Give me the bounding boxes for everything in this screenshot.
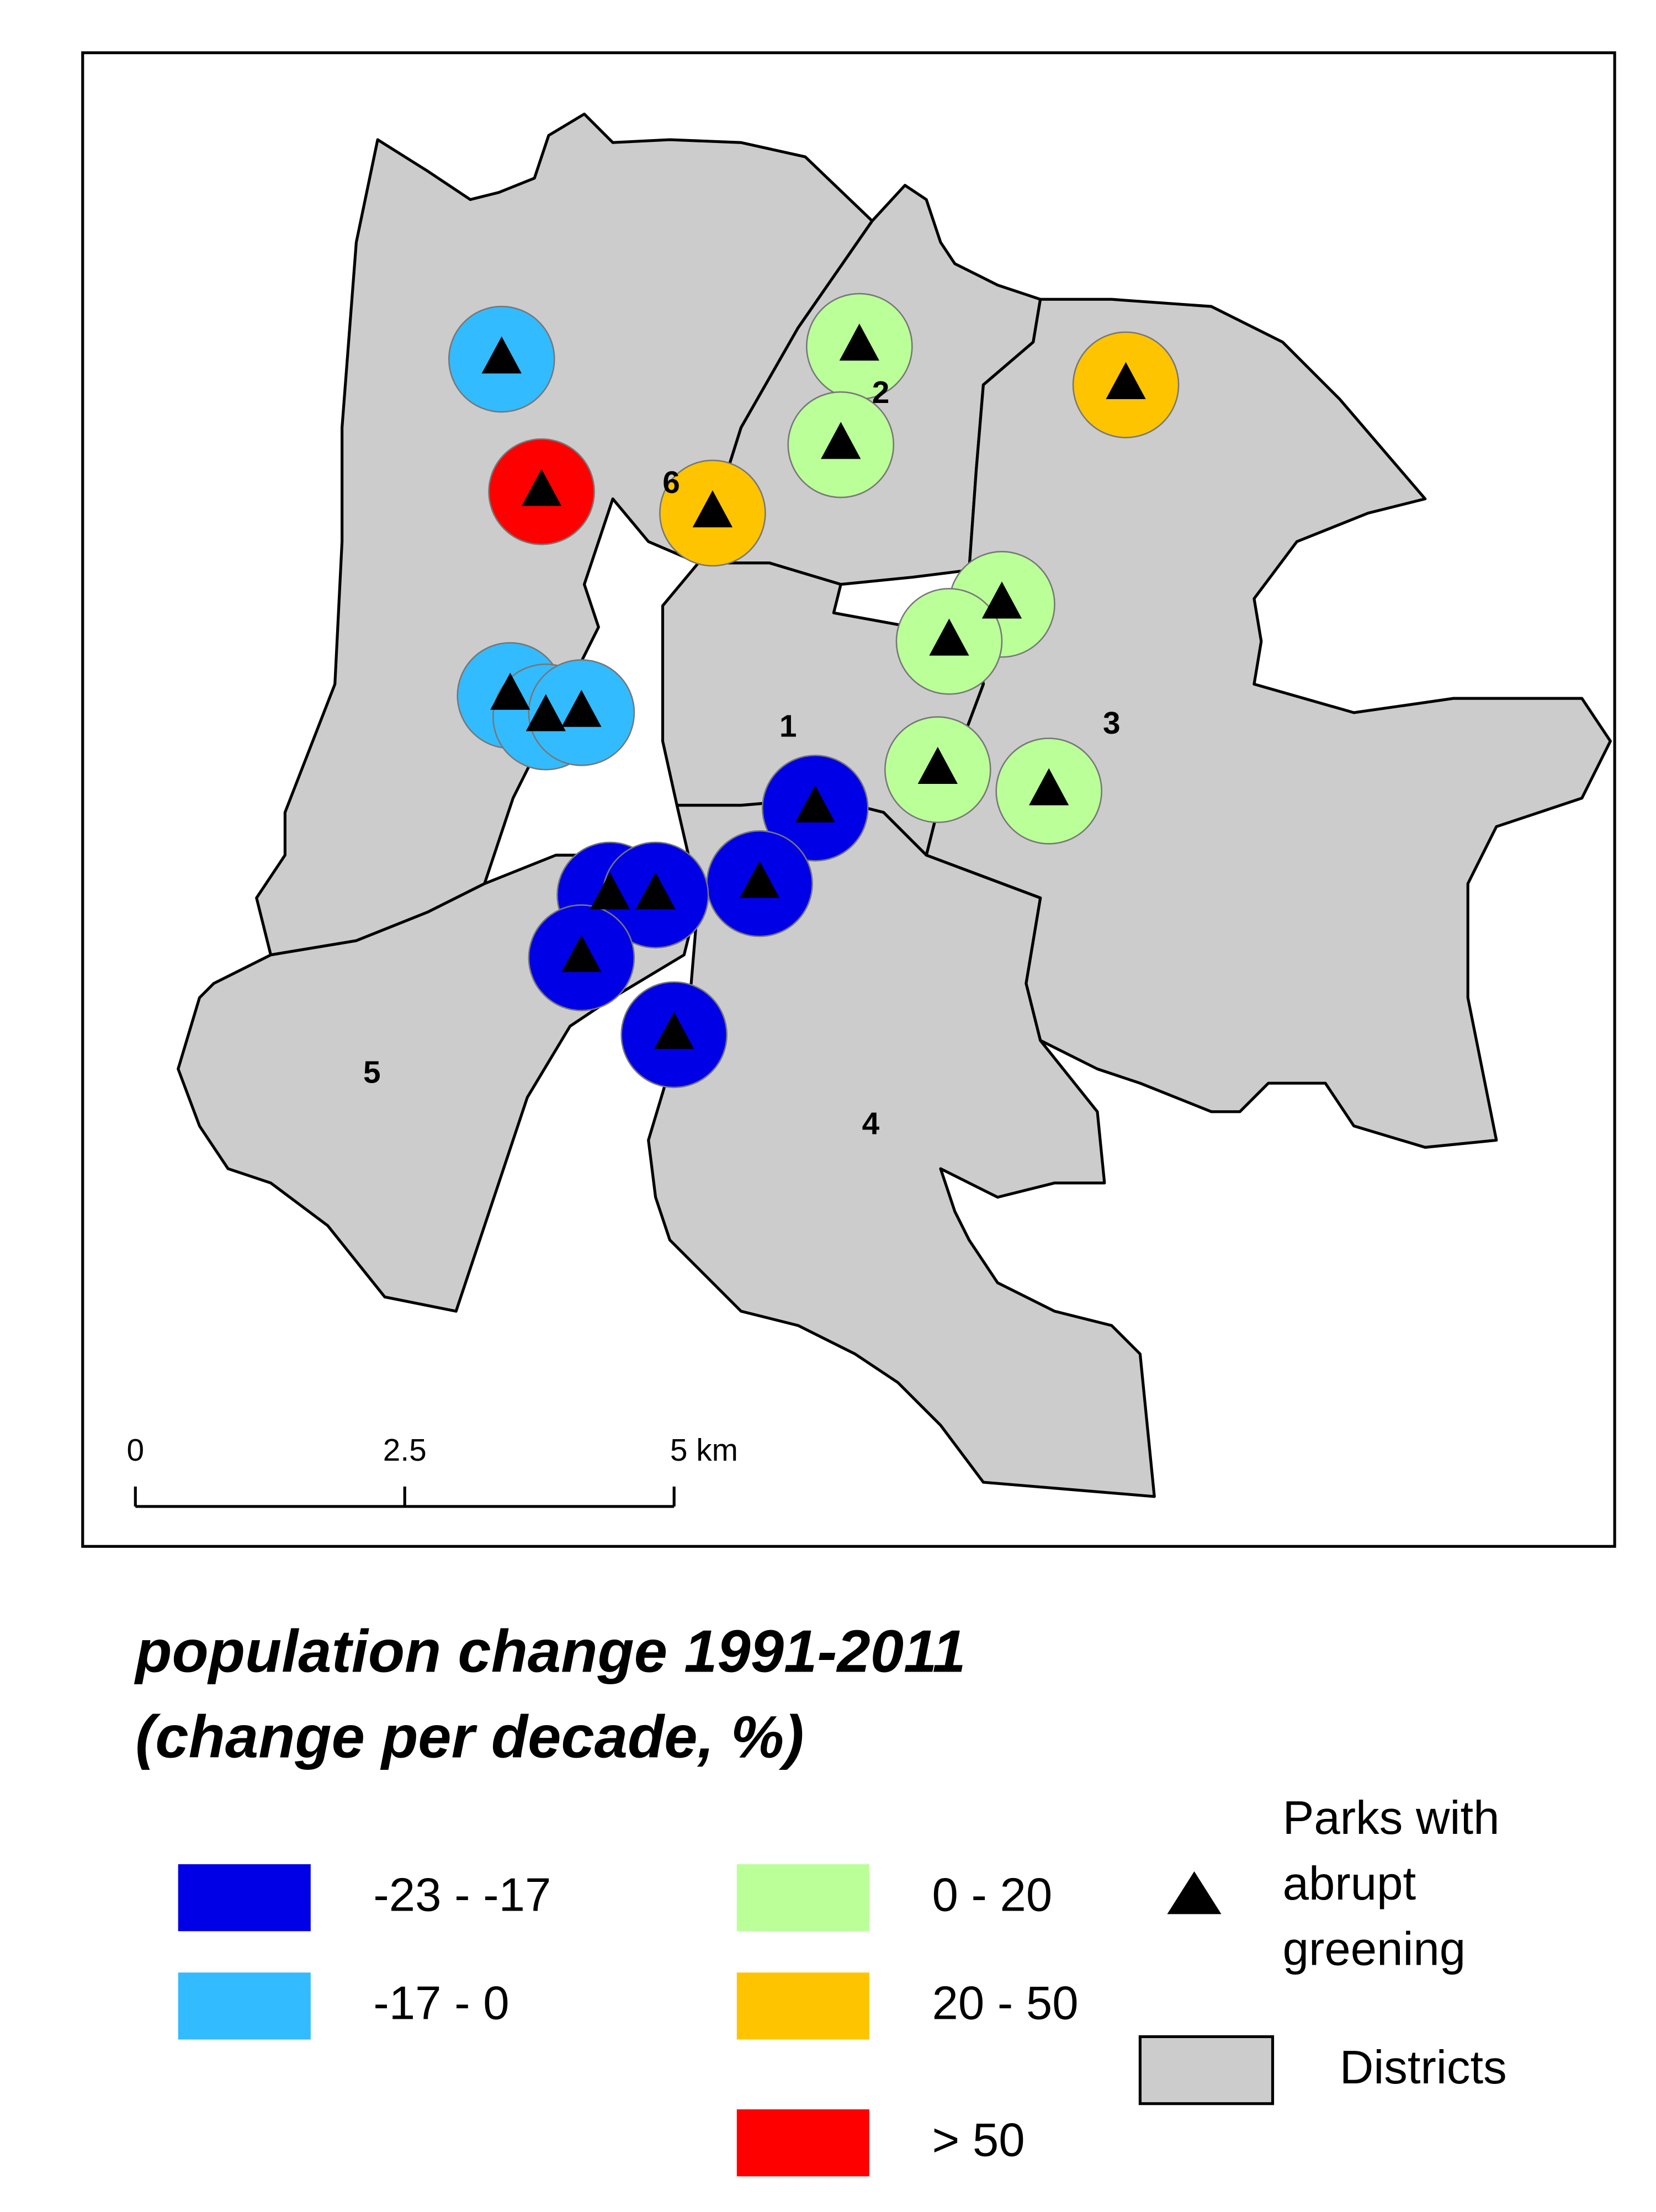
scale-label: 2.5 bbox=[383, 1433, 427, 1468]
park-symbol bbox=[635, 872, 676, 910]
park-symbol bbox=[1167, 1871, 1222, 1914]
map-frame bbox=[81, 51, 1616, 1548]
park-symbol bbox=[590, 872, 630, 910]
park-symbol bbox=[1106, 362, 1146, 399]
park-symbol bbox=[739, 861, 780, 898]
legend-label: Districts bbox=[1340, 2041, 1507, 2094]
legend-title: (change per decade, %) bbox=[135, 1704, 804, 1770]
district-label: 1 bbox=[779, 709, 797, 744]
scale-bar: 0 2.5 5 km bbox=[126, 1433, 738, 1508]
park-symbol bbox=[692, 490, 733, 528]
legend-label: abrupt bbox=[1283, 1858, 1416, 1910]
district-label: 4 bbox=[862, 1107, 880, 1142]
district-label: 2 bbox=[872, 375, 890, 410]
class-swatch bbox=[178, 1972, 311, 2040]
legend-classes: -23 - -17 -17 - 0 0 - 20 20 - 50 > 50 bbox=[178, 1864, 1079, 2177]
parks bbox=[448, 293, 1180, 1089]
legend-label: > 50 bbox=[932, 2114, 1025, 2167]
legend-label: Parks with bbox=[1283, 1792, 1500, 1844]
park-symbol bbox=[490, 672, 530, 710]
legend-label: -17 - 0 bbox=[373, 1977, 509, 2030]
district-labels: 1 2 3 4 5 6 bbox=[363, 375, 1121, 1141]
legend: population change 1991-2011 (change per … bbox=[134, 1618, 1507, 2177]
legend-label: -23 - -17 bbox=[373, 1869, 551, 1921]
district-swatch bbox=[1138, 2035, 1275, 2105]
class-swatch bbox=[736, 1972, 869, 2040]
park-symbol bbox=[917, 746, 958, 784]
park-symbol bbox=[481, 336, 522, 374]
park-symbol bbox=[521, 469, 562, 506]
scale-label: 5 km bbox=[670, 1433, 738, 1468]
park-symbol bbox=[561, 689, 602, 727]
legend-title: population change 1991-2011 bbox=[134, 1618, 965, 1685]
park-symbol bbox=[654, 1012, 694, 1049]
legend-label: 20 - 50 bbox=[932, 1977, 1078, 2030]
district-4 bbox=[647, 797, 1156, 1498]
park-symbol bbox=[929, 618, 969, 656]
district-label: 5 bbox=[363, 1055, 381, 1090]
district-label: 6 bbox=[662, 465, 680, 500]
park-symbol bbox=[1029, 768, 1069, 805]
class-swatch bbox=[736, 2109, 869, 2177]
park-symbol bbox=[561, 935, 602, 972]
park-symbol bbox=[821, 422, 861, 459]
scale-label: 0 bbox=[126, 1433, 144, 1468]
park-symbol bbox=[981, 581, 1022, 619]
district-label: 3 bbox=[1103, 706, 1121, 741]
park-symbol bbox=[795, 785, 835, 823]
class-swatch bbox=[736, 1864, 869, 1932]
park-symbol bbox=[526, 694, 566, 731]
park-symbol bbox=[839, 323, 879, 361]
legend-label: 0 - 20 bbox=[932, 1869, 1052, 1921]
class-swatch bbox=[178, 1864, 311, 1932]
legend-label: greening bbox=[1283, 1923, 1466, 1976]
